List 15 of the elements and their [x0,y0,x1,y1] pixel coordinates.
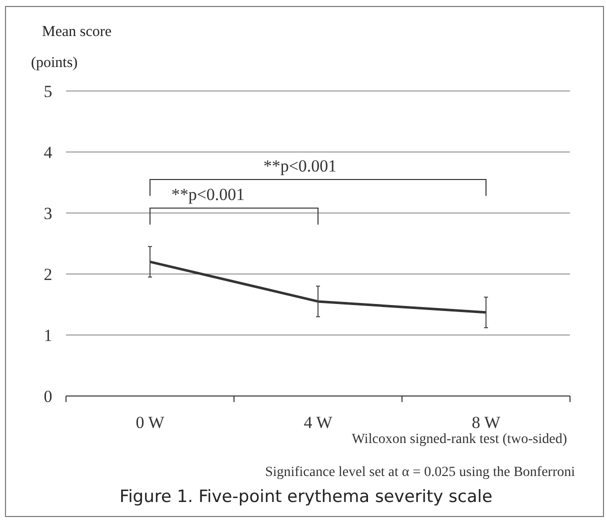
y-axis-title: Mean score (points) [31,24,112,71]
text: Wilcoxon signed-rank test (two-sided) [352,432,568,447]
annotation: **p<0.001 [171,185,245,204]
y-tick-label: 4 [44,143,53,162]
x-tick-label: 8 W [472,413,502,432]
y-tick-label: 2 [44,265,52,284]
x-tick-label: 4 W [304,413,334,432]
y-tick-label: 0 [44,387,52,406]
y-tick-label: 1 [44,326,52,345]
y-tick-label: 3 [44,204,52,223]
text: Significance level set at α = 0.025 using the Bonferroni [265,465,576,480]
annotation: **p<0.001 [263,156,337,176]
text: Figure 1. Five-point erythema severity scale [120,487,492,507]
y-tick-label: 5 [44,82,52,101]
x-tick-label: 0 W [136,413,166,432]
